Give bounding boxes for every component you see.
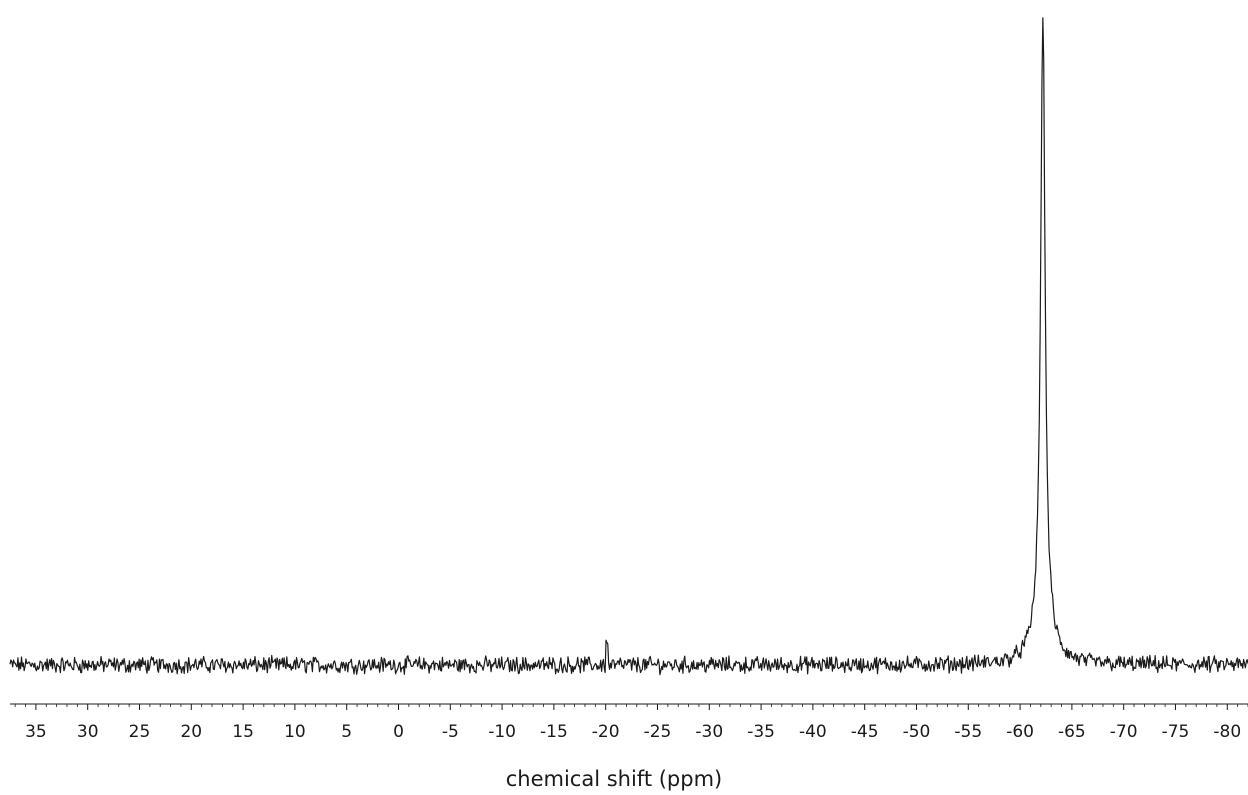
x-tick-label: -80: [1213, 722, 1241, 742]
x-tick-label: -20: [592, 722, 620, 742]
x-axis-tick-labels: 35 30 25 20 15 10 5 0 -5 -10 -15 -20 -25 -30 -35 -40 -45…: [25, 722, 1241, 742]
x-tick-label: -25: [644, 722, 672, 742]
x-tick-label: 30: [77, 722, 99, 742]
spectrum-trace: [9, 17, 1248, 676]
x-tick-label: 10: [284, 722, 306, 742]
x-tick-label: -55: [954, 722, 982, 742]
x-tick-label: -5: [442, 722, 459, 742]
x-tick-label: -70: [1110, 722, 1138, 742]
x-tick-label: 20: [180, 722, 202, 742]
x-tick-label: 5: [341, 722, 352, 742]
x-tick-label: 0: [393, 722, 404, 742]
x-axis-ticks: [14, 704, 1248, 710]
x-tick-label: -40: [799, 722, 827, 742]
x-tick-label: -60: [1006, 722, 1034, 742]
x-tick-label: -15: [540, 722, 568, 742]
x-tick-label: -75: [1162, 722, 1190, 742]
x-axis-title: chemical shift (ppm): [506, 767, 723, 791]
x-tick-label: 35: [25, 722, 47, 742]
x-tick-label: -45: [851, 722, 879, 742]
x-tick-label: -65: [1058, 722, 1086, 742]
x-tick-label: -35: [747, 722, 775, 742]
x-tick-label: -10: [488, 722, 516, 742]
x-tick-label: 15: [232, 722, 254, 742]
plot-area: [9, 17, 1248, 676]
x-axis: 35 30 25 20 15 10 5 0 -5 -10 -15 -20 -25 -30 -35 -40 -45…: [10, 703, 1248, 742]
x-tick-label: -30: [695, 722, 723, 742]
x-tick-label: -50: [903, 722, 931, 742]
x-tick-label: 25: [129, 722, 151, 742]
